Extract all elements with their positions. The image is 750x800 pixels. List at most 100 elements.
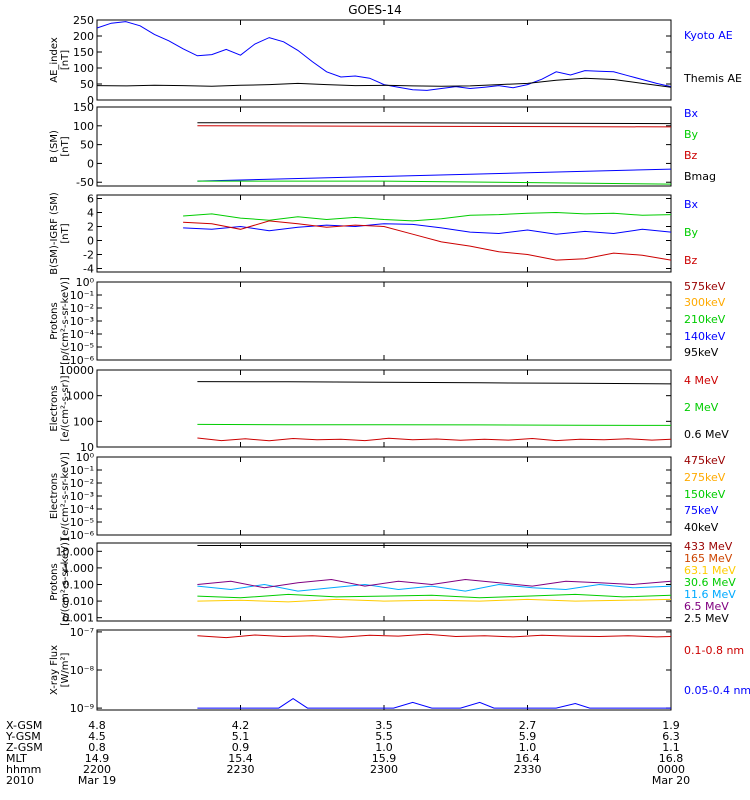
legend-label: Themis AE	[683, 72, 742, 85]
legend-label: 75keV	[684, 504, 719, 517]
series-line	[197, 593, 672, 599]
legend-label: 11.6 MeV	[684, 588, 736, 601]
y-tick-label: 1.000	[63, 562, 95, 575]
y-tick-label: 10⁻⁸	[70, 664, 95, 677]
y-tick-label: 0.001	[63, 612, 95, 625]
legend-label: Bz	[684, 149, 698, 162]
y-axis-label: B(SM)-IGRF (SM)	[49, 192, 60, 275]
y-tick-label: 10⁻³	[70, 315, 94, 328]
ephemeris-value: 1.9	[662, 719, 680, 732]
ephemeris-value: 15.9	[372, 752, 397, 765]
legend-label: Kyoto AE	[684, 29, 733, 42]
legend-label: 300keV	[684, 296, 726, 309]
y-tick-label: 10	[80, 441, 94, 454]
y-axis-label: [nT]	[60, 223, 71, 243]
series-line	[197, 423, 672, 426]
y-tick-label: 10⁻⁴	[70, 503, 95, 516]
ephemeris-value: 4.5	[88, 730, 106, 743]
y-axis-label: [nT]	[60, 136, 71, 156]
ephemeris-value: 1.1	[662, 741, 680, 754]
legend-label: By	[684, 226, 699, 239]
y-axis-label: [nT]	[60, 50, 71, 70]
ephemeris-value: 6.3	[662, 730, 680, 743]
ephemeris-value: 4.8	[88, 719, 106, 732]
series-line	[197, 698, 671, 709]
series-line	[197, 168, 672, 182]
ephemeris-value: 2.7	[519, 719, 537, 732]
y-axis-label: [e/(cm²-s-sr)]	[60, 375, 71, 441]
ephemeris-value: Mar 20	[652, 774, 690, 787]
legend-label: 575keV	[684, 280, 726, 293]
ephemeris-value: 2330	[514, 763, 542, 776]
series-line	[197, 583, 672, 592]
ephemeris-value: 5.5	[375, 730, 393, 743]
series-line	[197, 381, 672, 385]
series-line	[197, 180, 672, 185]
panel-frame	[96, 281, 672, 361]
legend-label: 140keV	[684, 330, 726, 343]
y-axis-label: Electrons	[49, 473, 60, 519]
y-tick-label: 6	[87, 193, 94, 206]
y-tick-label: 10⁻³	[70, 490, 94, 503]
y-tick-label: 150	[73, 101, 94, 114]
y-axis-label: Electrons	[49, 385, 60, 431]
legend-label: 40keV	[684, 521, 719, 534]
legend-label: 165 MeV	[684, 552, 733, 565]
legend-label: 63.1 MeV	[684, 564, 736, 577]
legend-label: Bz	[684, 254, 698, 267]
y-tick-label: 10⁰	[76, 276, 95, 289]
legend-label: 0.05-0.4 nm	[684, 684, 750, 697]
y-tick-label: 10⁻²	[70, 302, 94, 315]
y-axis-label: [W/m²]	[60, 652, 71, 687]
chart-title: GOES-14	[348, 3, 402, 17]
ephemeris-row-label: Z-GSM	[6, 741, 43, 754]
y-tick-label: -4	[83, 263, 94, 276]
series-line	[183, 223, 672, 235]
ephemeris-row-label: Y-GSM	[5, 730, 41, 743]
panel-8: 10⁻⁹ 10⁻⁸ 10⁻⁷ X-ray Flux [W/m²] 0.1-0.8 nm 0.…	[49, 626, 750, 715]
panel-frame	[96, 629, 672, 711]
y-tick-label: 50	[80, 78, 94, 91]
y-tick-label: 10000	[59, 364, 94, 377]
ephemeris-value: 14.9	[85, 752, 110, 765]
series-line	[197, 598, 672, 603]
series-line	[197, 125, 672, 128]
y-tick-label: 10⁻⁶	[70, 529, 95, 542]
y-axis-label: X-ray Flux	[49, 645, 60, 695]
ephemeris-value: 2200	[83, 763, 111, 776]
y-tick-label: 200	[73, 30, 94, 43]
ephemeris-value: 5.1	[232, 730, 250, 743]
series-line	[197, 633, 672, 639]
y-tick-label: 100	[73, 62, 94, 75]
y-tick-label: 0.010	[63, 595, 95, 608]
panel-frame	[96, 106, 672, 187]
panel-frame	[96, 369, 672, 448]
panel-frame	[96, 19, 672, 101]
ephemeris-value: 4.2	[232, 719, 250, 732]
ephemeris-value: 0.9	[232, 741, 250, 754]
legend-label: 4 MeV	[684, 374, 719, 387]
y-tick-label: 10⁻⁶	[70, 354, 95, 367]
panel-7: 0.001 0.010 0.100 1.000 10.000 Protons [p/(cm²…	[49, 538, 736, 626]
legend-label: 433 MeV	[684, 540, 733, 553]
legend-label: Bx	[684, 107, 699, 120]
legend-label: 6.5 MeV	[684, 600, 729, 613]
series-line	[197, 578, 672, 589]
y-tick-label: 10⁻¹	[70, 289, 94, 302]
y-tick-label: 1000	[66, 390, 94, 403]
y-axis-label: [p/(cm²-s-sr-keV)]	[60, 277, 71, 365]
ephemeris-row-label: hhmm	[6, 763, 41, 776]
panel-1: 0 50 100 150 200 250 AE_index [nT] Kyoto AE Themi…	[49, 14, 742, 107]
y-tick-label: 10⁻⁹	[70, 702, 94, 715]
series-line	[197, 437, 672, 442]
series-line	[96, 77, 672, 88]
y-tick-label: 10⁻⁵	[70, 341, 94, 354]
y-tick-label: 0.100	[63, 578, 95, 591]
legend-label: 475keV	[684, 454, 726, 467]
legend-label: By	[684, 128, 699, 141]
y-tick-label: 100	[73, 415, 94, 428]
ephemeris-value: 2300	[370, 763, 398, 776]
